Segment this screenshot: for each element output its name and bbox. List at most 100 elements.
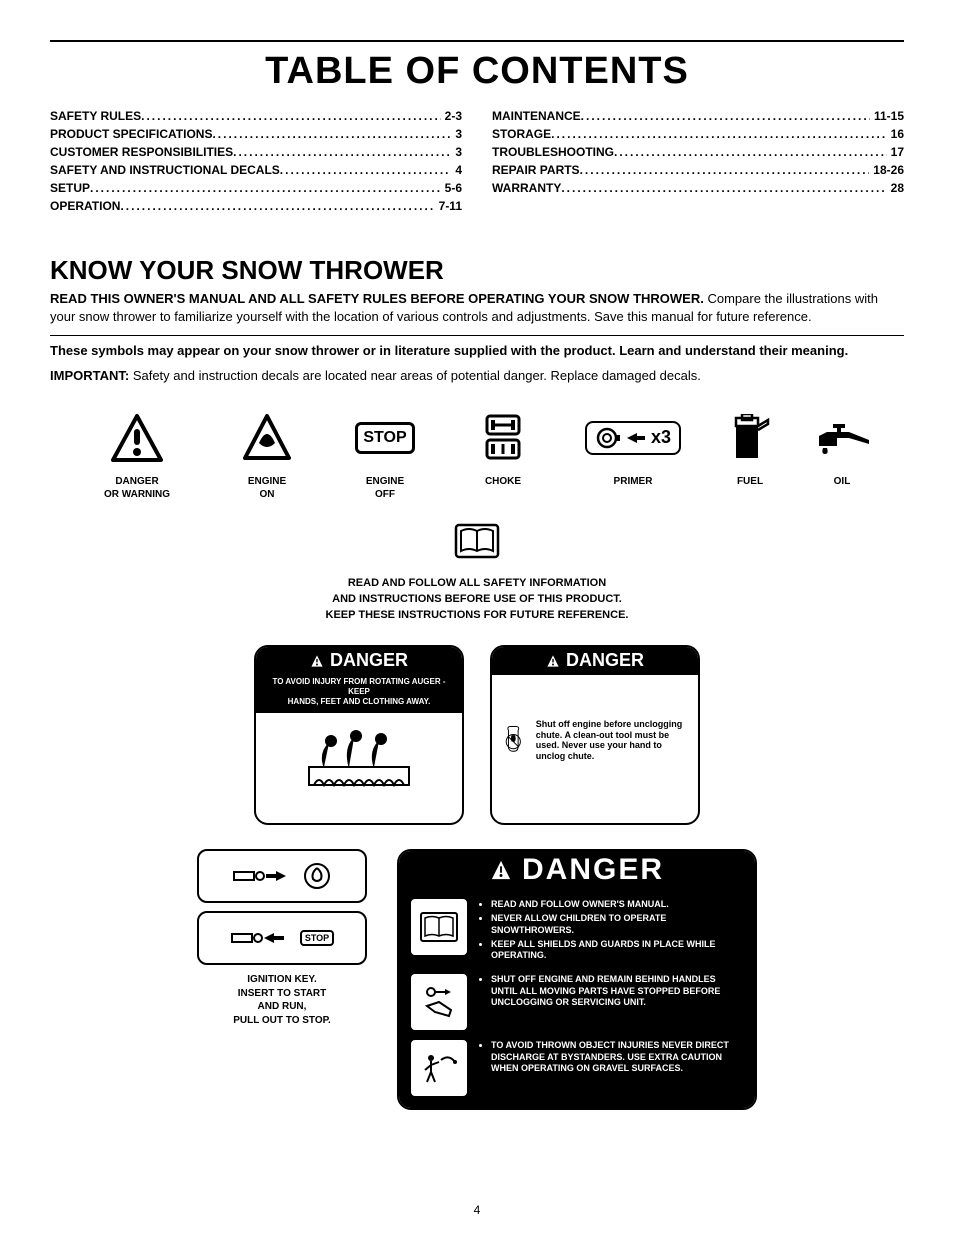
symbol-engine-off: STOP ENGINEOFF [342,409,428,501]
big-danger-body: READ AND FOLLOW OWNER'S MANUAL.NEVER ALL… [399,891,755,1107]
bd-row-2: SHUT OFF ENGINE AND REMAIN BEHIND HANDLE… [411,974,743,1030]
danger-pair: DANGER TO AVOID INJURY FROM ROTATING AUG… [50,645,904,825]
toc-row: STORAGE 16 [492,125,904,143]
toc-page: 2-3 [441,107,462,125]
toc-row: OPERATION 7-11 [50,197,462,215]
toc-label: OPERATION [50,197,120,215]
book-text: READ AND FOLLOW ALL SAFETY INFORMATIONAN… [50,576,904,624]
ignition-insert-icon [197,849,367,903]
choke-icon [460,409,546,467]
danger-auger-sub: TO AVOID INJURY FROM ROTATING AUGER - KE… [256,675,462,713]
danger-auger-body [256,713,462,823]
toc-page: 7-11 [435,197,462,215]
danger-chute-body: Shut off engine before unclogging chute.… [492,675,698,805]
danger-chute-panel: DANGER Shut off engine before unclogging… [490,645,700,825]
toc-row: REPAIR PARTS 18-26 [492,161,904,179]
toc-left: SAFETY RULES 2-3PRODUCT SPECIFICATIONS 3… [50,107,462,215]
bd-row-3: TO AVOID THROWN OBJECT INJURIES NEVER DI… [411,1040,743,1096]
toc-label: PRODUCT SPECIFICATIONS [50,125,212,143]
toc-page: 11-15 [870,107,904,125]
big-danger-head: DANGER [399,851,755,891]
toc-page: 5-6 [441,179,462,197]
symbols-note: These symbols may appear on your snow th… [50,342,904,360]
toc-dots [280,161,452,179]
toc-page: 17 [887,143,904,161]
toc-label: CUSTOMER RESPONSIBILITIES [50,143,233,161]
bd-bullet: KEEP ALL SHIELDS AND GUARDS IN PLACE WHI… [491,939,743,962]
intro-paragraph: READ THIS OWNER'S MANUAL AND ALL SAFETY … [50,290,904,325]
toc-right: MAINTENANCE 11-15STORAGE 16TROUBLESHOOTI… [492,107,904,215]
toc-label: SAFETY RULES [50,107,141,125]
toc-label: STORAGE [492,125,551,143]
toc-row: SETUP 5-6 [50,179,462,197]
toc-dots [614,143,887,161]
section-heading: KNOW YOUR SNOW THROWER [50,255,904,286]
toc-page: 18-26 [869,161,904,179]
oil-icon [812,409,872,467]
toc-row: MAINTENANCE 11-15 [492,107,904,125]
toc-label: SETUP [50,179,90,197]
ignition-label: IGNITION KEY.INSERT TO STARTAND RUN,PULL… [197,973,367,1027]
lower-row: STOP IGNITION KEY.INSERT TO STARTAND RUN… [50,849,904,1109]
important-line: IMPORTANT: Safety and instruction decals… [50,368,904,383]
important-label: IMPORTANT: [50,368,129,383]
toc-dots [581,107,870,125]
toc-dots [120,197,434,215]
bd-text-2: SHUT OFF ENGINE AND REMAIN BEHIND HANDLE… [479,974,743,1011]
toc-label: SAFETY AND INSTRUCTIONAL DECALS [50,161,280,179]
ignition-remove-icon: STOP [197,911,367,965]
toc-row: PRODUCT SPECIFICATIONS 3 [50,125,462,143]
symbol-choke: CHOKE [460,409,546,501]
toc-page: 16 [887,125,904,143]
danger-auger-panel: DANGER TO AVOID INJURY FROM ROTATING AUG… [254,645,464,825]
book-icon [453,521,501,566]
symbol-label: ENGINEON [224,475,310,501]
symbol-label: OIL [812,475,872,488]
toc-page: 28 [887,179,904,197]
symbol-label: ENGINEOFF [342,475,428,501]
important-text: Safety and instruction decals are locate… [129,368,701,383]
toc-row: SAFETY RULES 2-3 [50,107,462,125]
symbol-fuel: FUEL [720,409,780,501]
top-rule [50,40,904,42]
toc-row: TROUBLESHOOTING 17 [492,143,904,161]
toc-label: TROUBLESHOOTING [492,143,614,161]
toc-page: 3 [451,125,462,143]
symbol-primer: x3 PRIMER [578,409,688,501]
toc-label: MAINTENANCE [492,107,581,125]
danger-head: DANGER [492,647,698,675]
toc-dots [561,179,886,197]
toc-row: SAFETY AND INSTRUCTIONAL DECALS 4 [50,161,462,179]
danger-icon [82,409,192,467]
bd-bullet: TO AVOID THROWN OBJECT INJURIES NEVER DI… [491,1040,743,1075]
toc-page: 3 [451,143,462,161]
toc-dots [212,125,451,143]
toc-label: REPAIR PARTS [492,161,580,179]
big-danger-panel: DANGER READ AND FOLLOW OWNER'S MANUAL.NE… [397,849,757,1109]
symbol-label: CHOKE [460,475,546,488]
symbol-oil: OIL [812,409,872,501]
intro-bold: READ THIS OWNER'S MANUAL AND ALL SAFETY … [50,291,704,306]
toc-label: WARRANTY [492,179,561,197]
book-block: READ AND FOLLOW ALL SAFETY INFORMATIONAN… [50,521,904,624]
toc-dots [580,161,870,179]
toc-dots [233,143,451,161]
symbol-label: PRIMER [578,475,688,488]
primer-icon: x3 [578,409,688,467]
toc-row: CUSTOMER RESPONSIBILITIES 3 [50,143,462,161]
toc-page: 4 [451,161,462,179]
danger-head: DANGER [256,647,462,675]
engine-on-icon [224,409,310,467]
toc: SAFETY RULES 2-3PRODUCT SPECIFICATIONS 3… [50,107,904,215]
symbol-danger: DANGEROR WARNING [82,409,192,501]
toc-dots [90,179,441,197]
symbol-label: FUEL [720,475,780,488]
thrown-object-pictogram [411,1040,467,1096]
bd-text-3: TO AVOID THROWN OBJECT INJURIES NEVER DI… [479,1040,743,1077]
page-title: TABLE OF CONTENTS [50,50,904,93]
bd-bullet: READ AND FOLLOW OWNER'S MANUAL. [491,899,743,911]
symbol-row: DANGEROR WARNING ENGINEON STOP ENGINEOFF [50,409,904,501]
bd-bullet: SHUT OFF ENGINE AND REMAIN BEHIND HANDLE… [491,974,743,1009]
danger-chute-text: Shut off engine before unclogging chute.… [536,719,688,762]
shutoff-pictogram [411,974,467,1030]
